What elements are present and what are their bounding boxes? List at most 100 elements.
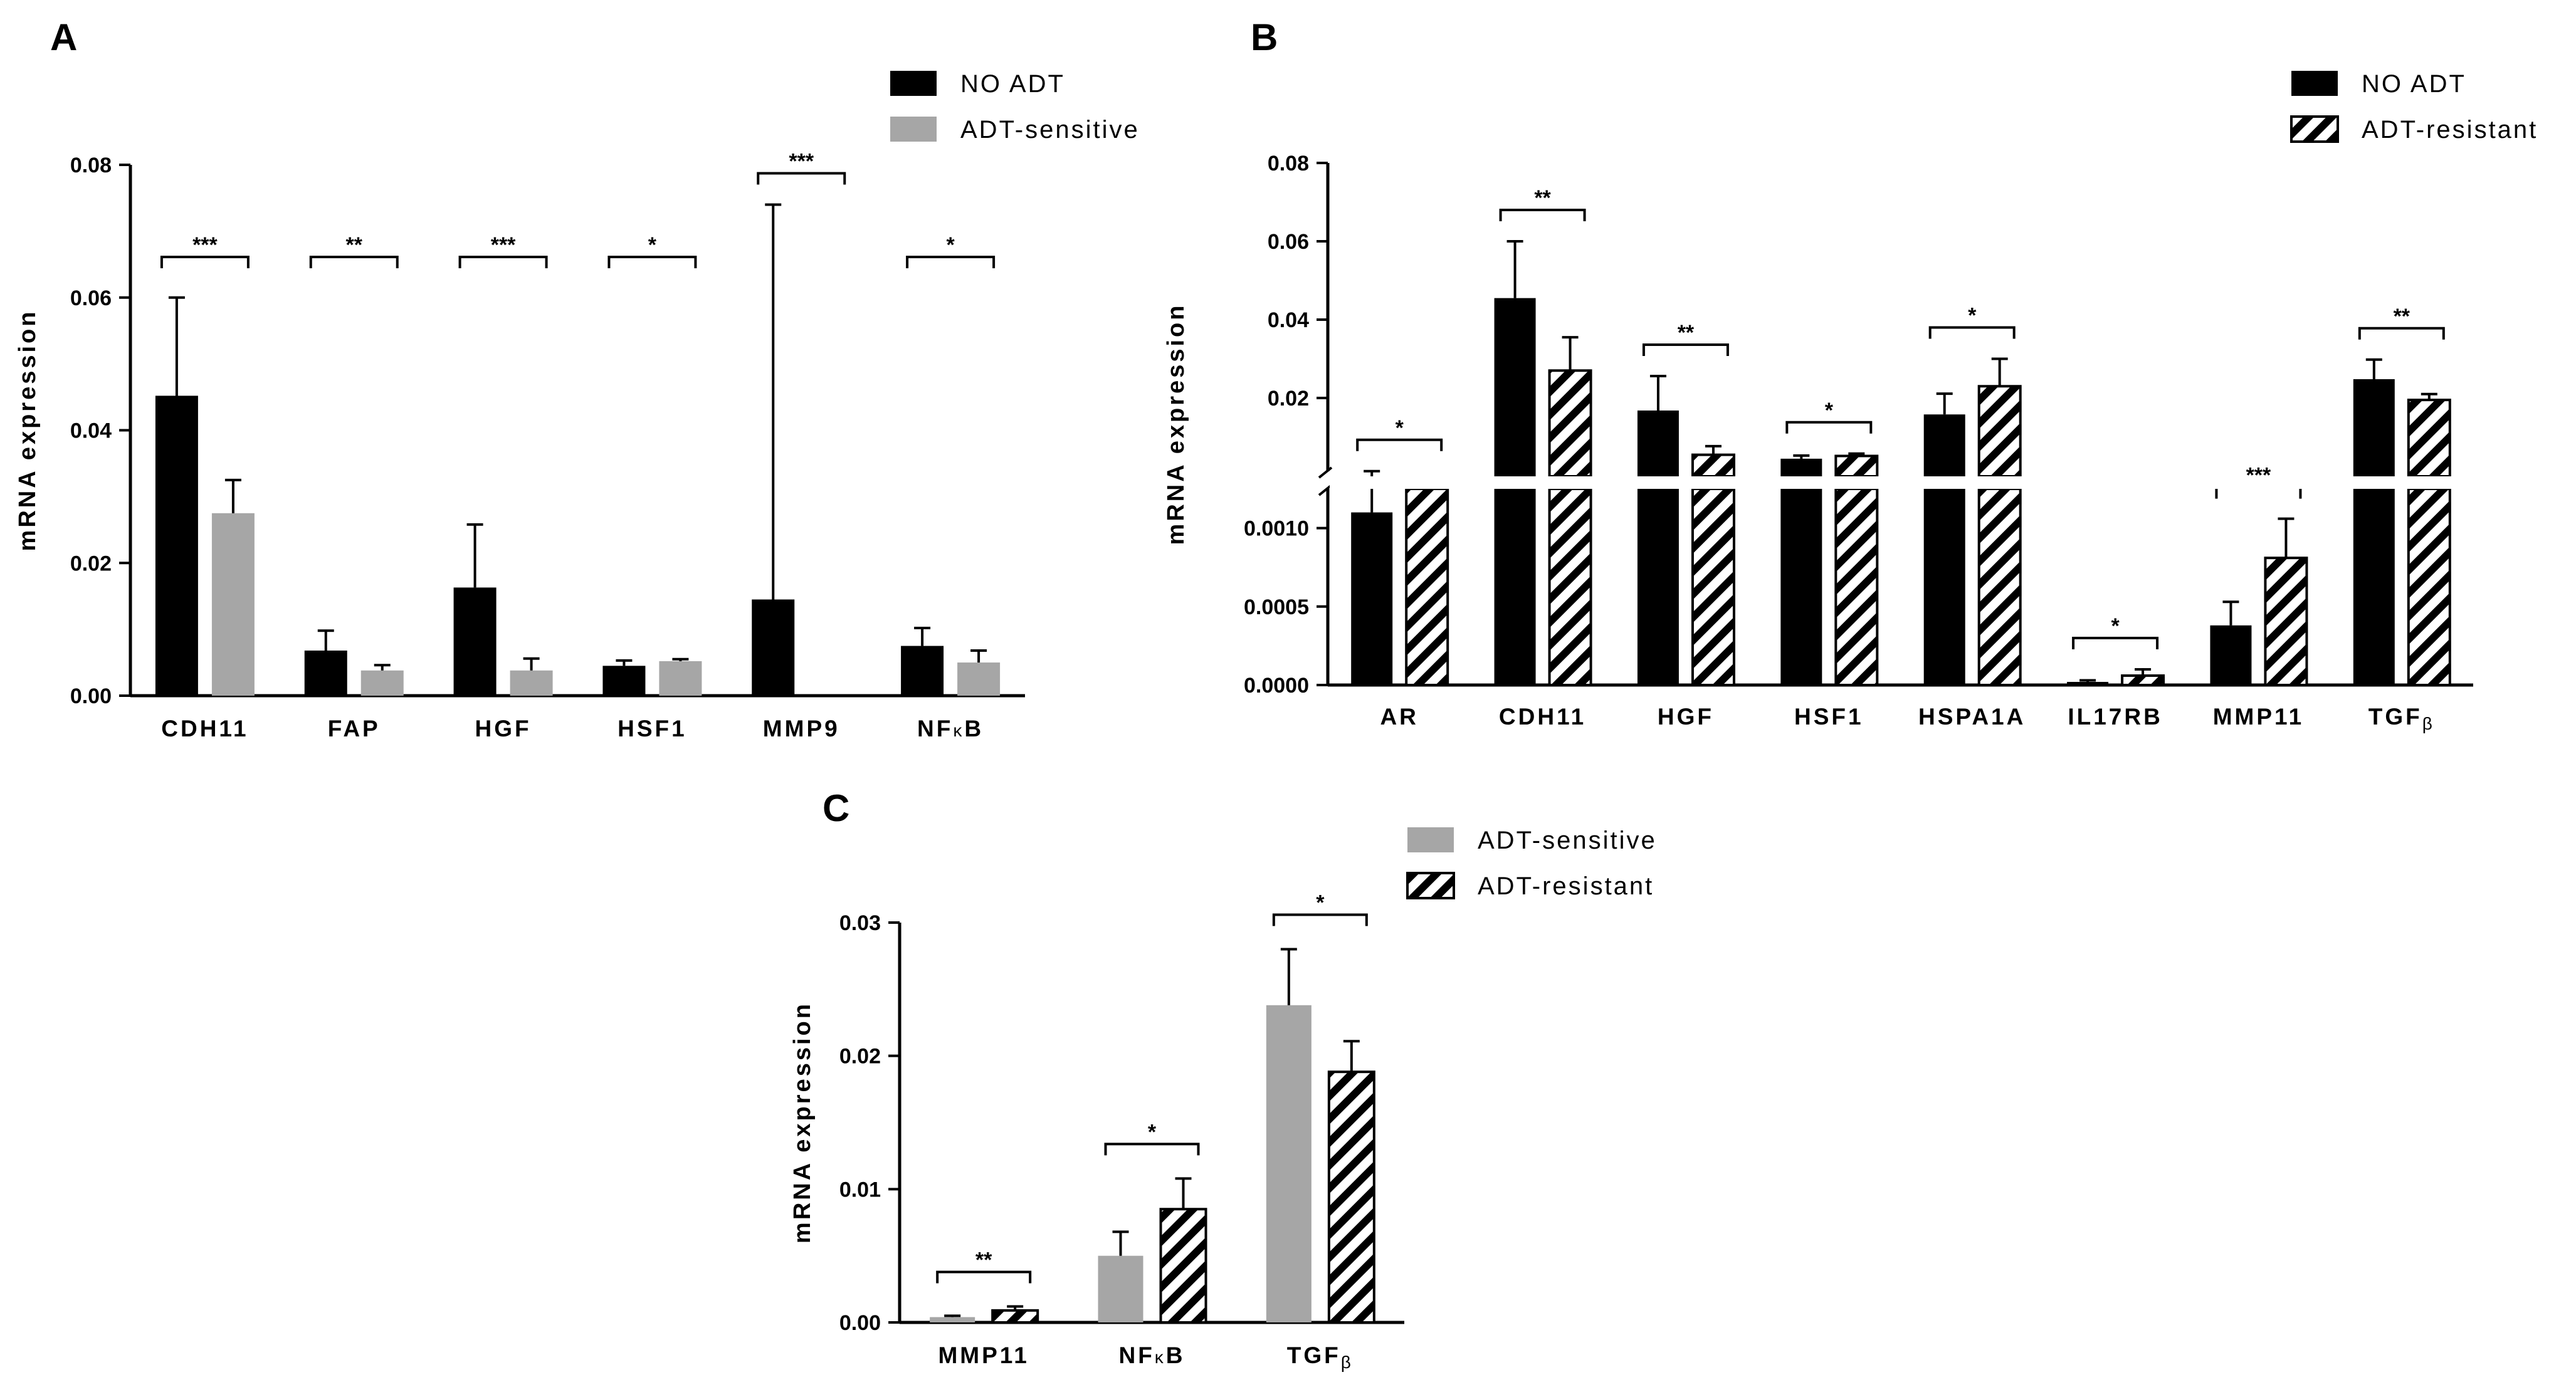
panel-b-sig-IL17RB-label: * bbox=[2111, 614, 2120, 638]
panel-b-bar-res-low-HSPA1A bbox=[1977, 488, 2022, 686]
panel-a-sig-FAP-bracket bbox=[309, 256, 399, 268]
panel-b-bar-noadt-low-CDH11 bbox=[1494, 489, 1536, 685]
panel-c-y-tick-label-0: 0.00 bbox=[839, 1311, 881, 1335]
panel-b-bar-noadt-low-TGFβ bbox=[2353, 489, 2395, 685]
panel-a-bar-sens-HSF1 bbox=[659, 661, 702, 696]
panel-b-bar-noadt-low-HSPA1A bbox=[1923, 489, 1965, 685]
panel-b-bar-res-low-HGF bbox=[1691, 488, 1735, 686]
panel-a-sig-CDH11-label: *** bbox=[192, 233, 218, 257]
panel-c-sig-NFκB-label: * bbox=[1148, 1120, 1157, 1144]
panel-b-sig-TGFβ-bracket bbox=[2358, 327, 2445, 340]
panel-a-sig-MMP9-label: *** bbox=[789, 150, 814, 174]
panel-c-bar-res-NFκB bbox=[1159, 1208, 1207, 1324]
panel-c-legend-swatch-0 bbox=[1407, 827, 1454, 852]
panel-b-sig-IL17RB-bracket bbox=[2072, 636, 2159, 649]
panel-b-sig-AR-bracket bbox=[1356, 438, 1443, 451]
panel-b-sig-HGF-bracket bbox=[1642, 343, 1729, 356]
panel-c-y-tick-label-2: 0.02 bbox=[839, 1045, 881, 1069]
panel-a-sig-CDH11-bracket bbox=[160, 256, 250, 268]
panel-a-legend-swatch-0 bbox=[890, 71, 937, 96]
panel-b-legend-label-0: NO ADT bbox=[2362, 70, 2466, 98]
panel-b-bar-res-low-CDH11 bbox=[1548, 488, 1592, 686]
panel-a-sig-HGF-label: *** bbox=[491, 233, 516, 257]
panel-a-bar-noadt-CDH11 bbox=[155, 395, 198, 696]
panel-b-bar-noadt-AR bbox=[1351, 512, 1393, 685]
panel-b-y-tick-label-up-2: 0.06 bbox=[1268, 230, 1309, 254]
panel-b-legend-label-1: ADT-resistant bbox=[2362, 116, 2538, 144]
panel-c-sig-TGFβ-bracket bbox=[1272, 913, 1368, 926]
panel-b-category-HGF: HGF bbox=[1658, 704, 1714, 730]
panel-a-sig-HSF1-bracket bbox=[607, 256, 697, 268]
panel-a-y-tick-label-1: 0.02 bbox=[70, 552, 112, 575]
panel-a-y-tick-label-0: 0.00 bbox=[70, 684, 112, 708]
panel-c-category-NFκB: NFκB bbox=[1118, 1342, 1185, 1368]
panel-b-break-band bbox=[1330, 476, 2475, 489]
panel-b-sig-AR-label: * bbox=[1396, 416, 1404, 440]
panel-b-bar-res-IL17RB bbox=[2121, 674, 2165, 686]
panel-a-sig-HGF-bracket bbox=[458, 256, 548, 268]
panel-c-bar-res-TGFβ bbox=[1327, 1070, 1375, 1324]
panel-b-bar-noadt-low-HSF1 bbox=[1780, 489, 1822, 685]
panel-b-legend-swatch-1 bbox=[2290, 115, 2339, 143]
panel-c-sig-MMP11-label: ** bbox=[975, 1248, 992, 1272]
panel-c-letter: C bbox=[823, 787, 849, 829]
panel-b-axis-break bbox=[1318, 466, 1333, 496]
panel-b-sig-HSPA1A-bracket bbox=[1928, 326, 2016, 339]
panel-c-bar-res-MMP11 bbox=[991, 1309, 1039, 1324]
panel-b-y-tick-label-low-2: 0.0010 bbox=[1244, 517, 1309, 541]
panel-a-sig-FAP-label: ** bbox=[346, 233, 363, 257]
panel-c-category-TGFβ: TGFβ bbox=[1287, 1342, 1354, 1372]
panel-a-category-FAP: FAP bbox=[328, 716, 381, 741]
panel-c-bar-sens-MMP11 bbox=[930, 1317, 975, 1322]
panel-b-sig-HSPA1A-label: * bbox=[1968, 304, 1977, 328]
panel-b-category-HSF1: HSF1 bbox=[1794, 704, 1864, 730]
panel-a-sig-HSF1-label: * bbox=[648, 233, 657, 257]
panel-b-bar-res-up-HSF1 bbox=[1834, 454, 1879, 478]
panel-a-category-HGF: HGF bbox=[475, 716, 532, 741]
panel-a-bar-sens-CDH11 bbox=[211, 513, 255, 696]
panel-b-bar-res-AR bbox=[1405, 488, 1449, 686]
panel-b-sig-CDH11-label: ** bbox=[1534, 186, 1551, 210]
panel-b-sig-CDH11-bracket bbox=[1499, 209, 1586, 221]
panel-b-letter: B bbox=[1251, 16, 1278, 58]
panel-c-y-label: mRNA expression bbox=[789, 1002, 816, 1243]
panel-a-category-CDH11: CDH11 bbox=[161, 716, 248, 741]
panel-b-y-tick-label-low-1: 0.0005 bbox=[1244, 595, 1309, 619]
panel-a-bar-noadt-HGF bbox=[453, 587, 497, 696]
panel-b-y-label: mRNA expression bbox=[1163, 303, 1189, 545]
panel-a-category-MMP9: MMP9 bbox=[763, 716, 840, 741]
panel-a-sig-NFκB-label: * bbox=[946, 233, 955, 257]
panel-a-bar-noadt-NFκB bbox=[901, 646, 944, 696]
panel-c-bar-sens-TGFβ bbox=[1266, 1005, 1312, 1322]
panel-b-y-tick-label-up-3: 0.08 bbox=[1268, 152, 1309, 175]
panel-a-sig-MMP9-bracket bbox=[757, 172, 846, 185]
panel-b-bar-res-MMP11 bbox=[2264, 557, 2308, 687]
panel-c-bar-sens-NFκB bbox=[1098, 1255, 1143, 1322]
panel-b-bar-noadt-up-TGFβ bbox=[2353, 379, 2395, 476]
panel-b-category-HSPA1A: HSPA1A bbox=[1918, 704, 2026, 730]
panel-c-sig-TGFβ-label: * bbox=[1316, 891, 1325, 915]
panel-b-bar-noadt-up-HGF bbox=[1637, 411, 1679, 476]
panel-c-y-tick-label-1: 0.01 bbox=[839, 1178, 881, 1201]
panel-b-bar-res-up-HSPA1A bbox=[1977, 385, 2022, 478]
panel-b-bar-noadt-up-HSPA1A bbox=[1923, 414, 1965, 476]
panel-b-category-AR: AR bbox=[1380, 704, 1418, 730]
panel-c-legend-label-1: ADT-resistant bbox=[1478, 872, 1654, 900]
panel-b: B 0.0000 0.0005 0.0010 0.02 0.04 0.06 0.08 mRNA … bbox=[1163, 16, 2538, 733]
panel-b-bar-noadt-MMP11 bbox=[2210, 625, 2252, 685]
panel-a-bar-sens-HGF bbox=[510, 670, 553, 696]
panel-a-y-label: mRNA expression bbox=[14, 310, 41, 552]
panel-b-sig-HGF-label: ** bbox=[1678, 321, 1695, 345]
panel-b-bar-noadt-IL17RB bbox=[2067, 681, 2109, 685]
panel-b-y-tick-label-up-1: 0.04 bbox=[1268, 308, 1309, 332]
panel-b-bar-noadt-up-HSF1 bbox=[1780, 458, 1822, 476]
panel-b-bar-res-low-HSF1 bbox=[1834, 488, 1879, 686]
panel-b-bar-noadt-low-HGF bbox=[1637, 489, 1679, 685]
panel-b-sig-HSF1-bracket bbox=[1785, 421, 1873, 434]
panel-a-legend-label-1: ADT-sensitive bbox=[960, 116, 1140, 144]
panel-b-bar-res-low-TGFβ bbox=[2407, 488, 2451, 686]
panel-b-category-TGFβ: TGFβ bbox=[2368, 704, 2435, 733]
